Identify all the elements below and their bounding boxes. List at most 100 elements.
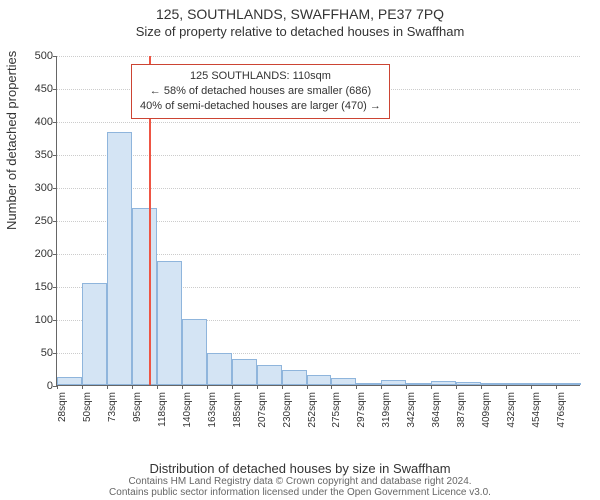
gridline — [57, 122, 580, 123]
xtick-mark — [257, 385, 258, 389]
ytick-label: 200 — [23, 248, 53, 260]
xtick-label: 297sqm — [356, 392, 357, 428]
histogram-bar — [82, 283, 107, 385]
xtick-mark — [406, 385, 407, 389]
xtick-mark — [307, 385, 308, 389]
ytick-label: 300 — [23, 182, 53, 194]
gridline — [57, 56, 580, 57]
xtick-label: 252sqm — [307, 392, 308, 428]
ytick-label: 150 — [23, 281, 53, 293]
xtick-label: 185sqm — [232, 392, 233, 428]
xtick-label: 319sqm — [381, 392, 382, 428]
histogram-bar — [307, 375, 332, 385]
xtick-mark — [282, 385, 283, 389]
xtick-mark — [456, 385, 457, 389]
ytick-mark — [53, 221, 57, 222]
x-axis-label: Distribution of detached houses by size … — [0, 461, 600, 476]
xtick-label: 342sqm — [406, 392, 407, 428]
xtick-label: 73sqm — [107, 392, 108, 422]
histogram-bar — [207, 353, 232, 385]
ytick-label: 0 — [23, 380, 53, 392]
xtick-mark — [531, 385, 532, 389]
gridline — [57, 155, 580, 156]
xtick-label: 409sqm — [481, 392, 482, 428]
xtick-label: 454sqm — [531, 392, 532, 428]
xtick-mark — [232, 385, 233, 389]
ytick-mark — [53, 353, 57, 354]
ytick-label: 50 — [23, 347, 53, 359]
xtick-label: 95sqm — [132, 392, 133, 422]
histogram-bar — [531, 383, 556, 385]
xtick-mark — [556, 385, 557, 389]
annotation-line-2: ← 58% of detached houses are smaller (68… — [140, 84, 381, 99]
page-subtitle: Size of property relative to detached ho… — [0, 24, 600, 39]
ytick-mark — [53, 287, 57, 288]
ytick-label: 400 — [23, 116, 53, 128]
xtick-label: 28sqm — [57, 392, 58, 422]
xtick-mark — [182, 385, 183, 389]
xtick-label: 163sqm — [207, 392, 208, 428]
ytick-mark — [53, 188, 57, 189]
xtick-label: 476sqm — [556, 392, 557, 428]
ytick-label: 450 — [23, 83, 53, 95]
histogram-bar — [182, 319, 207, 385]
xtick-mark — [57, 385, 58, 389]
ytick-mark — [53, 254, 57, 255]
ytick-mark — [53, 56, 57, 57]
xtick-label: 230sqm — [282, 392, 283, 428]
xtick-mark — [207, 385, 208, 389]
y-axis-label: Number of detached properties — [4, 51, 19, 230]
xtick-label: 275sqm — [331, 392, 332, 428]
histogram-bar — [456, 382, 481, 385]
xtick-label: 207sqm — [257, 392, 258, 428]
xtick-mark — [481, 385, 482, 389]
histogram-bar — [132, 208, 157, 385]
ytick-label: 350 — [23, 149, 53, 161]
histogram-bar — [282, 370, 307, 385]
histogram-bar — [431, 381, 456, 385]
histogram-bar — [481, 383, 506, 385]
xtick-mark — [107, 385, 108, 389]
xtick-label: 364sqm — [431, 392, 432, 428]
footer-line-1: Contains HM Land Registry data © Crown c… — [0, 476, 600, 487]
xtick-mark — [431, 385, 432, 389]
ytick-label: 250 — [23, 215, 53, 227]
page-title: 125, SOUTHLANDS, SWAFFHAM, PE37 7PQ — [0, 6, 600, 22]
histogram-bar — [506, 383, 531, 385]
histogram-bar — [406, 383, 431, 385]
histogram-bar — [356, 383, 381, 385]
xtick-label: 50sqm — [82, 392, 83, 422]
histogram-bar — [232, 359, 257, 385]
chart-container: 125, SOUTHLANDS, SWAFFHAM, PE37 7PQ Size… — [0, 0, 600, 500]
histogram-bar — [331, 378, 356, 385]
annotation-box: 125 SOUTHLANDS: 110sqm ← 58% of detached… — [131, 64, 390, 119]
plot-area: 05010015020025030035040045050028sqm50sqm… — [56, 56, 580, 386]
xtick-label: 118sqm — [157, 392, 158, 427]
xtick-label: 140sqm — [182, 392, 183, 428]
ytick-label: 100 — [23, 314, 53, 326]
annotation-line-1: 125 SOUTHLANDS: 110sqm — [140, 69, 381, 84]
xtick-mark — [157, 385, 158, 389]
histogram-bar — [556, 383, 581, 385]
xtick-mark — [132, 385, 133, 389]
ytick-mark — [53, 155, 57, 156]
ytick-label: 500 — [23, 50, 53, 62]
xtick-mark — [506, 385, 507, 389]
histogram-bar — [57, 377, 82, 385]
ytick-mark — [53, 122, 57, 123]
histogram-bar — [257, 365, 282, 385]
histogram-bar — [107, 132, 132, 385]
gridline — [57, 188, 580, 189]
ytick-mark — [53, 89, 57, 90]
xtick-mark — [356, 385, 357, 389]
xtick-label: 432sqm — [506, 392, 507, 428]
xtick-mark — [82, 385, 83, 389]
xtick-mark — [331, 385, 332, 389]
footer-line-2: Contains public sector information licen… — [0, 487, 600, 498]
histogram-bar — [381, 380, 406, 385]
histogram-bar — [157, 261, 182, 385]
footer-text: Contains HM Land Registry data © Crown c… — [0, 476, 600, 498]
xtick-label: 387sqm — [456, 392, 457, 428]
ytick-mark — [53, 320, 57, 321]
annotation-line-3: 40% of semi-detached houses are larger (… — [140, 99, 381, 114]
